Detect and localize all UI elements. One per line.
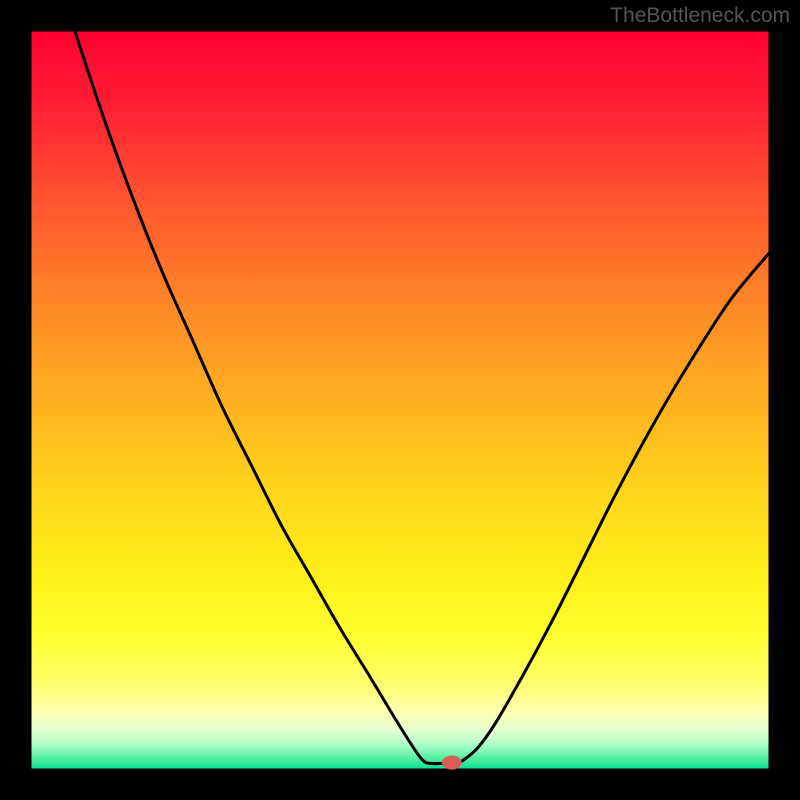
watermark-text: TheBottleneck.com <box>610 4 790 28</box>
chart-container: { "watermark": { "text": "TheBottleneck.… <box>0 0 800 800</box>
plot-background <box>30 30 770 770</box>
bottleneck-curve-chart <box>0 0 800 800</box>
optimum-marker <box>442 756 462 770</box>
